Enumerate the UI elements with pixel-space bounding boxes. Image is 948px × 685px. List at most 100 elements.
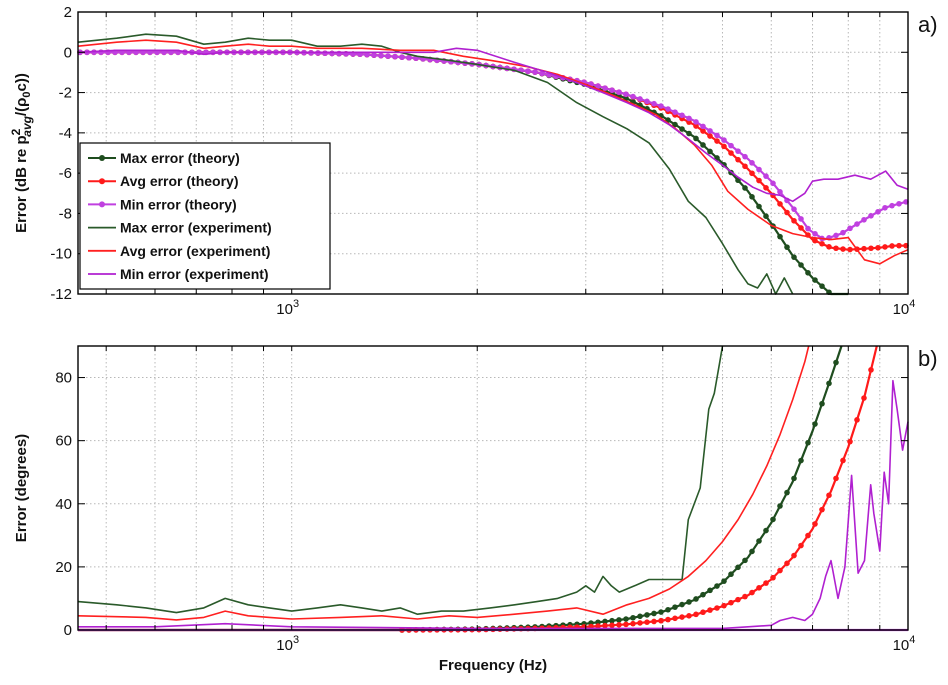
series-point bbox=[364, 51, 370, 58]
series-point bbox=[525, 68, 531, 75]
y-tick-label: -4 bbox=[59, 125, 72, 142]
series-point bbox=[630, 93, 636, 100]
series-point bbox=[749, 194, 755, 200]
panel-a-frame bbox=[77, 11, 909, 295]
series-point bbox=[749, 170, 755, 177]
series-point bbox=[784, 244, 790, 250]
series-point bbox=[742, 163, 748, 170]
series-point bbox=[707, 607, 713, 613]
series-point bbox=[602, 622, 608, 629]
series-line bbox=[77, 345, 810, 621]
legend-label: Avg error (experiment) bbox=[120, 243, 270, 259]
series-point bbox=[700, 591, 706, 598]
series-point bbox=[770, 180, 776, 187]
series-point bbox=[861, 395, 867, 401]
series-point bbox=[595, 623, 601, 629]
series-point bbox=[609, 622, 615, 629]
legend-label: Min error (theory) bbox=[120, 196, 237, 212]
series-point bbox=[658, 103, 664, 109]
series-point bbox=[805, 439, 811, 446]
series-point bbox=[644, 98, 650, 105]
series-point bbox=[602, 85, 608, 91]
y-tick-label: -8 bbox=[59, 205, 72, 222]
series-point bbox=[616, 89, 622, 96]
series-point bbox=[784, 560, 790, 567]
y-tick-label: 2 bbox=[64, 4, 72, 21]
series-point bbox=[784, 209, 790, 216]
series-point bbox=[693, 135, 699, 142]
series-point bbox=[532, 69, 538, 75]
series-point bbox=[658, 617, 664, 624]
series-point bbox=[539, 70, 545, 77]
series-point bbox=[735, 596, 741, 603]
series-point bbox=[665, 606, 671, 613]
series-point bbox=[707, 133, 713, 139]
series-point bbox=[763, 580, 769, 586]
series-point bbox=[637, 96, 643, 102]
series-point bbox=[679, 126, 685, 132]
series-point bbox=[637, 613, 643, 620]
series-point bbox=[630, 614, 636, 621]
series-point bbox=[742, 557, 748, 564]
series-point bbox=[812, 421, 818, 427]
x-axis-label: Frequency (Hz) bbox=[439, 657, 547, 674]
series-point bbox=[826, 380, 832, 387]
series-point bbox=[819, 283, 825, 289]
series-point bbox=[609, 617, 615, 624]
series-point bbox=[847, 246, 853, 253]
series-point bbox=[770, 516, 776, 523]
series-point bbox=[700, 609, 706, 616]
panel-b-frame bbox=[77, 345, 909, 631]
series-point bbox=[665, 106, 671, 112]
series-point bbox=[658, 609, 664, 615]
series-point bbox=[672, 109, 678, 115]
y-tick-label: -2 bbox=[59, 85, 72, 102]
series-point bbox=[721, 137, 727, 143]
series-point bbox=[833, 232, 839, 239]
series-point bbox=[679, 601, 685, 608]
series-point bbox=[602, 618, 608, 625]
series-point bbox=[749, 548, 755, 555]
series-point bbox=[777, 189, 783, 195]
series-point bbox=[798, 225, 804, 231]
series-point bbox=[700, 142, 706, 148]
series-point bbox=[868, 212, 874, 219]
series-point bbox=[595, 83, 601, 89]
series-point bbox=[812, 521, 818, 527]
panel-a-magnitude-error: 2 0 -2 -4 -6 -8 -10 -12 103 104 a) Error (dB re p… bbox=[9, 4, 938, 318]
series-point bbox=[784, 489, 790, 496]
series-point bbox=[630, 620, 636, 627]
series-point bbox=[651, 618, 657, 625]
series-point bbox=[756, 538, 762, 544]
series-line bbox=[77, 47, 909, 203]
series-point bbox=[840, 246, 846, 252]
series-point bbox=[896, 242, 902, 249]
series-point bbox=[728, 599, 734, 606]
series-point bbox=[637, 620, 643, 626]
series-point bbox=[847, 225, 853, 232]
y-tick-label: -6 bbox=[59, 165, 72, 182]
series-point bbox=[700, 128, 706, 134]
series-point bbox=[763, 527, 769, 534]
series-point bbox=[826, 492, 832, 499]
series-point bbox=[791, 217, 797, 224]
series-point bbox=[392, 53, 398, 60]
series-line bbox=[77, 39, 909, 265]
series-point bbox=[651, 100, 657, 107]
series-point bbox=[721, 578, 727, 584]
series-point bbox=[686, 613, 692, 619]
series-point bbox=[623, 621, 629, 628]
series-point bbox=[749, 160, 755, 166]
series-point bbox=[868, 367, 874, 373]
series-point bbox=[385, 53, 391, 59]
series-point bbox=[707, 128, 713, 134]
series-point bbox=[763, 185, 769, 191]
x-tick-label: 103 bbox=[276, 634, 299, 654]
series-point bbox=[763, 213, 769, 219]
x-tick-label: 103 bbox=[276, 298, 299, 318]
series-point bbox=[714, 132, 720, 139]
series-point bbox=[805, 270, 811, 276]
series-point bbox=[644, 612, 650, 618]
series-point bbox=[714, 605, 720, 611]
